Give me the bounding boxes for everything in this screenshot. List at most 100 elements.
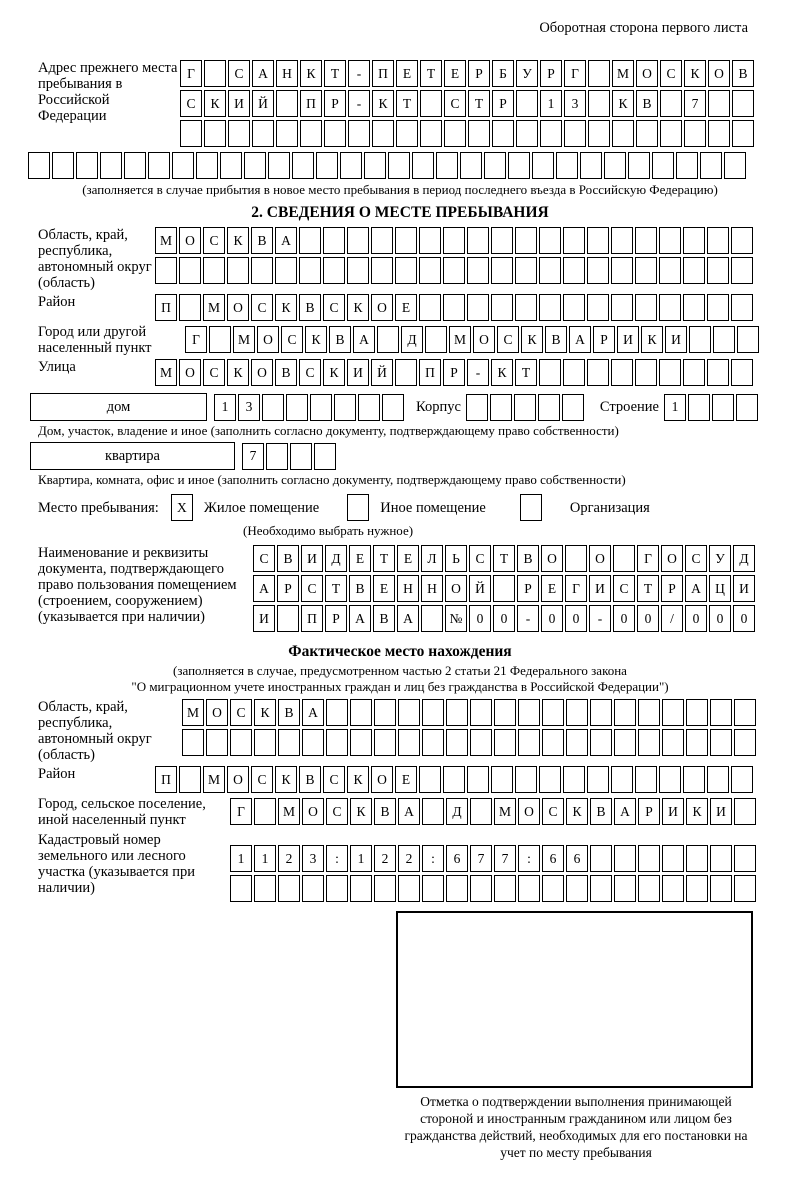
char-box[interactable]: [491, 766, 513, 793]
char-box[interactable]: С: [253, 545, 275, 572]
char-box[interactable]: В: [349, 575, 371, 602]
char-box[interactable]: А: [275, 227, 297, 254]
char-box[interactable]: [52, 152, 74, 179]
char-box[interactable]: О: [518, 798, 540, 825]
char-box[interactable]: [347, 257, 369, 284]
char-box[interactable]: Р: [325, 605, 347, 632]
char-box[interactable]: Р: [540, 60, 562, 87]
char-box[interactable]: [713, 326, 735, 353]
char-box[interactable]: [334, 393, 356, 421]
char-box[interactable]: О: [445, 575, 467, 602]
char-box[interactable]: [302, 875, 324, 902]
char-box[interactable]: [662, 845, 684, 872]
char-box[interactable]: [493, 575, 515, 602]
char-box[interactable]: [635, 257, 657, 284]
char-box[interactable]: [611, 359, 633, 386]
char-box[interactable]: [340, 152, 362, 179]
char-box[interactable]: [516, 120, 538, 147]
char-box[interactable]: [290, 442, 312, 470]
char-box[interactable]: [326, 699, 348, 726]
char-box[interactable]: [635, 766, 657, 793]
char-box[interactable]: В: [329, 326, 351, 353]
char-box[interactable]: [266, 442, 288, 470]
char-box[interactable]: Т: [515, 359, 537, 386]
char-box[interactable]: [734, 729, 756, 756]
char-box[interactable]: -: [467, 359, 489, 386]
char-box[interactable]: С: [469, 545, 491, 572]
char-box[interactable]: [588, 90, 610, 117]
char-box[interactable]: [262, 393, 284, 421]
char-box[interactable]: С: [301, 575, 323, 602]
char-box[interactable]: Е: [444, 60, 466, 87]
char-box[interactable]: О: [636, 60, 658, 87]
char-box[interactable]: К: [305, 326, 327, 353]
char-box[interactable]: С: [542, 798, 564, 825]
char-box[interactable]: [707, 766, 729, 793]
char-box[interactable]: [326, 875, 348, 902]
char-box[interactable]: [660, 120, 682, 147]
char-box[interactable]: [299, 257, 321, 284]
char-box[interactable]: [347, 227, 369, 254]
char-box[interactable]: 3: [302, 845, 324, 872]
char-box[interactable]: [252, 120, 274, 147]
char-box[interactable]: И: [665, 326, 687, 353]
char-box[interactable]: [590, 845, 612, 872]
char-box[interactable]: И: [589, 575, 611, 602]
char-box[interactable]: Д: [733, 545, 755, 572]
char-box[interactable]: Р: [443, 359, 465, 386]
char-box[interactable]: [468, 120, 490, 147]
char-box[interactable]: С: [660, 60, 682, 87]
char-box[interactable]: Е: [349, 545, 371, 572]
char-box[interactable]: Т: [325, 575, 347, 602]
char-box[interactable]: Е: [395, 294, 417, 321]
char-box[interactable]: [398, 699, 420, 726]
char-box[interactable]: 0: [469, 605, 491, 632]
char-box[interactable]: [635, 359, 657, 386]
char-box[interactable]: -: [589, 605, 611, 632]
char-box[interactable]: К: [275, 294, 297, 321]
char-box[interactable]: В: [636, 90, 658, 117]
char-box[interactable]: Р: [492, 90, 514, 117]
char-box[interactable]: :: [326, 845, 348, 872]
char-box[interactable]: А: [253, 575, 275, 602]
char-box[interactable]: [537, 393, 560, 421]
char-box[interactable]: И: [733, 575, 755, 602]
char-box[interactable]: О: [473, 326, 495, 353]
char-box[interactable]: Д: [325, 545, 347, 572]
char-box[interactable]: [251, 257, 273, 284]
char-box[interactable]: И: [228, 90, 250, 117]
char-box[interactable]: Н: [421, 575, 443, 602]
char-box[interactable]: [587, 227, 609, 254]
char-box[interactable]: П: [300, 90, 322, 117]
char-box[interactable]: Е: [395, 766, 417, 793]
char-box[interactable]: [662, 875, 684, 902]
char-box[interactable]: -: [348, 60, 370, 87]
char-box[interactable]: [686, 699, 708, 726]
char-box[interactable]: [638, 729, 660, 756]
char-box[interactable]: В: [373, 605, 395, 632]
char-box[interactable]: [686, 845, 708, 872]
char-box[interactable]: [611, 766, 633, 793]
char-box[interactable]: 0: [565, 605, 587, 632]
char-box[interactable]: [734, 798, 756, 825]
char-box[interactable]: И: [617, 326, 639, 353]
char-box[interactable]: К: [372, 90, 394, 117]
char-box[interactable]: К: [566, 798, 588, 825]
char-box[interactable]: [254, 875, 276, 902]
char-box[interactable]: И: [347, 359, 369, 386]
char-box[interactable]: В: [732, 60, 754, 87]
char-box[interactable]: [542, 699, 564, 726]
char-box[interactable]: Е: [541, 575, 563, 602]
char-box[interactable]: [444, 120, 466, 147]
char-box[interactable]: 2: [398, 845, 420, 872]
char-box[interactable]: [227, 257, 249, 284]
char-box[interactable]: М: [233, 326, 255, 353]
char-box[interactable]: [684, 120, 706, 147]
char-box[interactable]: О: [179, 359, 201, 386]
char-box[interactable]: [412, 152, 434, 179]
char-box[interactable]: М: [278, 798, 300, 825]
char-box[interactable]: Т: [468, 90, 490, 117]
char-box[interactable]: [731, 257, 753, 284]
char-box[interactable]: [580, 152, 602, 179]
char-box[interactable]: 1: [540, 90, 562, 117]
